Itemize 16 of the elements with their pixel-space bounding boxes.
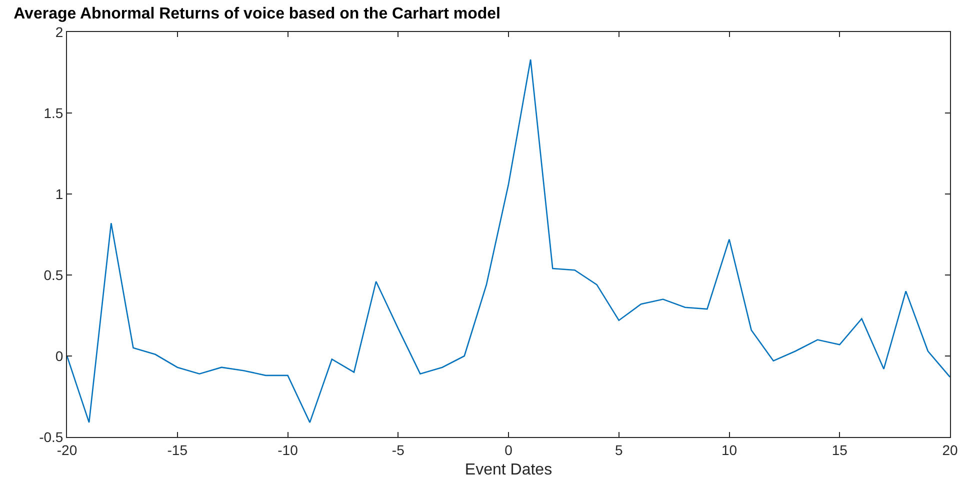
y-tick-label: 1.5 bbox=[44, 104, 64, 121]
x-tick-label: -15 bbox=[167, 442, 188, 458]
x-tick-label: -5 bbox=[392, 442, 405, 458]
y-tick-label: 2 bbox=[55, 24, 64, 40]
y-tick-label: 0 bbox=[55, 348, 64, 364]
y-tick-label: 1 bbox=[55, 186, 64, 202]
x-tick-label: -10 bbox=[278, 442, 298, 458]
x-tick-label: 10 bbox=[721, 442, 738, 458]
x-tick-label: 5 bbox=[614, 442, 623, 458]
chart-title: Average Abnormal Returns of voice based on the Carhart model bbox=[14, 6, 500, 23]
x-tick-label: 15 bbox=[832, 442, 848, 458]
x-tick-label: 0 bbox=[504, 442, 513, 458]
y-tick-label: 0.5 bbox=[44, 266, 64, 283]
x-tick-label: 20 bbox=[942, 442, 958, 458]
x-axis-title: Event Dates bbox=[464, 462, 552, 478]
line-series bbox=[67, 58, 950, 424]
